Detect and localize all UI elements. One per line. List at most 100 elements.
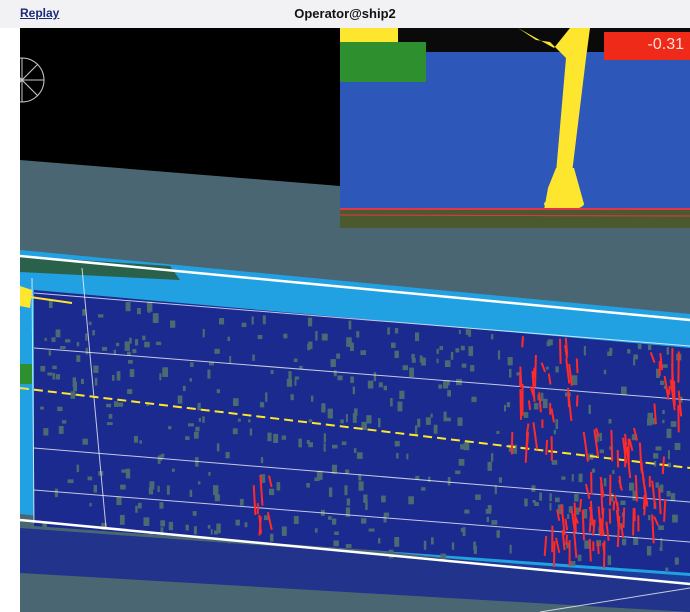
speckle <box>334 531 339 535</box>
speckle <box>627 349 631 354</box>
speckle <box>487 461 492 471</box>
obstacle-stroke <box>616 515 621 548</box>
obstacle-stroke <box>610 429 614 462</box>
robot-leg-icon <box>518 28 590 210</box>
speckle <box>251 316 254 325</box>
speckle <box>655 482 659 488</box>
speckle <box>227 336 230 341</box>
speckle <box>356 331 360 338</box>
obstacle-stroke <box>599 476 605 498</box>
speckle <box>168 521 174 531</box>
speckle <box>468 329 472 337</box>
speckle <box>411 353 415 359</box>
speckle <box>436 358 439 364</box>
obstacle-stroke <box>597 506 602 537</box>
speckle <box>207 525 211 529</box>
speckle <box>92 330 95 336</box>
speckle <box>582 509 588 519</box>
speckle <box>114 401 119 407</box>
speckle <box>149 481 155 490</box>
speckle <box>210 529 213 535</box>
speckle <box>425 417 431 425</box>
obstacle-stroke <box>677 390 683 417</box>
speckle <box>486 516 489 522</box>
obstacle-stroke <box>638 442 643 471</box>
speckle <box>321 403 326 413</box>
speckle <box>207 369 211 379</box>
speckle <box>216 443 220 452</box>
speckle <box>506 402 511 408</box>
speckle <box>340 419 344 424</box>
speckle <box>345 413 348 423</box>
speckle <box>108 414 113 419</box>
obstacle-stroke <box>643 492 647 516</box>
speckle <box>411 357 416 363</box>
obstacle-stroke <box>524 434 529 463</box>
speckle <box>52 372 56 380</box>
speckle <box>415 475 420 480</box>
obstacle-stroke <box>519 389 522 420</box>
speckle <box>383 515 387 523</box>
speckle <box>117 402 124 407</box>
speckle <box>239 498 244 506</box>
speckle <box>189 378 192 382</box>
speckle <box>54 488 58 498</box>
obstacle-stroke <box>593 429 600 457</box>
obstacle-stroke <box>555 537 561 554</box>
obstacle-stroke <box>525 423 530 436</box>
speckle <box>352 386 355 395</box>
sonar-view[interactable]: -0.31 <box>20 28 690 612</box>
speckle <box>662 410 665 415</box>
speckle <box>428 476 431 483</box>
speckle <box>648 515 651 521</box>
obstacle-stroke <box>575 358 579 374</box>
speckle <box>345 507 351 517</box>
speckle <box>653 453 659 459</box>
speckle <box>465 329 470 335</box>
speckle <box>228 540 231 544</box>
speckle <box>115 342 120 347</box>
speckle <box>40 406 44 410</box>
speckle <box>93 365 99 373</box>
obstacle-stroke <box>649 352 656 363</box>
speckle <box>511 444 518 454</box>
speckle <box>119 514 125 525</box>
speckle <box>373 372 377 382</box>
speckle <box>94 377 98 386</box>
speckle <box>383 385 387 391</box>
speckle <box>388 549 394 559</box>
speckle <box>663 385 667 389</box>
speckle <box>249 428 253 436</box>
speckle <box>436 348 439 354</box>
obstacle-stroke <box>663 375 670 400</box>
obstacle-stroke <box>667 385 671 395</box>
speckle <box>47 372 53 376</box>
obstacle-stroke <box>624 433 627 446</box>
obstacle-stroke <box>575 395 579 407</box>
speckle <box>168 426 172 430</box>
speckle <box>387 327 390 335</box>
speckle <box>354 408 358 416</box>
speckle <box>378 382 383 388</box>
obstacle-stroke <box>568 363 573 386</box>
speckle <box>583 345 586 356</box>
speckle <box>52 365 57 370</box>
speckle <box>209 361 214 366</box>
speckle <box>261 474 266 483</box>
speckle <box>450 351 454 360</box>
sonar-speckles <box>40 299 683 571</box>
app-menu-replay[interactable]: Replay <box>20 6 60 20</box>
speckle <box>213 485 219 495</box>
speckle <box>532 500 536 503</box>
left-margin <box>0 28 20 612</box>
speckle <box>125 302 131 312</box>
compass-icon <box>20 57 45 103</box>
obstacle-stroke <box>651 480 657 509</box>
speckle <box>516 372 522 376</box>
track-centerline <box>20 387 690 469</box>
speckle <box>294 376 300 380</box>
speckle <box>314 477 320 482</box>
speckle <box>549 503 552 511</box>
speckle <box>457 417 463 426</box>
obstacle-stroke <box>588 539 592 562</box>
